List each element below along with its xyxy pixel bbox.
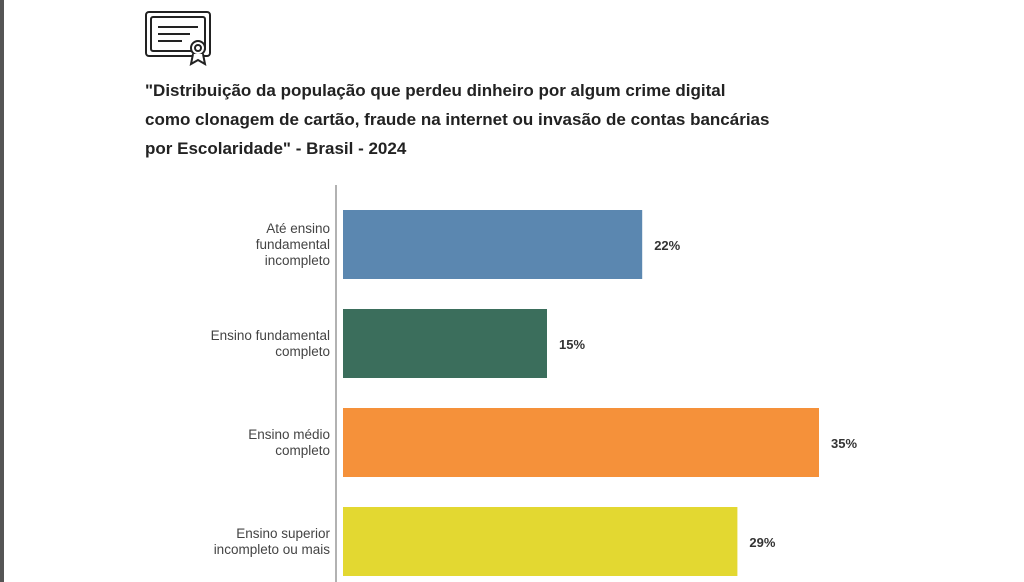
bar: [343, 507, 738, 576]
certificate-icon: [145, 11, 211, 66]
title-line: por Escolaridade" - Brasil - 2024: [145, 139, 407, 158]
category-label: Ensino superior incompleto ou mais: [213, 525, 330, 557]
title-line: como clonagem de cartão, fraude na inter…: [145, 110, 770, 129]
bar: [343, 309, 547, 378]
title-line: "Distribuição da população que perdeu di…: [145, 81, 726, 100]
category-label: Ensino médio completo: [248, 426, 330, 458]
value-label: 22%: [654, 238, 680, 253]
chart-title: "Distribuição da população que perdeu di…: [145, 76, 769, 163]
page-edge: [0, 0, 4, 582]
value-label: 29%: [749, 535, 775, 550]
bar: [343, 210, 643, 279]
category-label: Ensino fundamental completo: [210, 327, 330, 359]
category-label: Até ensino fundamental incompleto: [255, 220, 330, 268]
value-label: 35%: [831, 436, 857, 451]
bar: [343, 408, 819, 477]
value-label: 15%: [559, 337, 585, 352]
